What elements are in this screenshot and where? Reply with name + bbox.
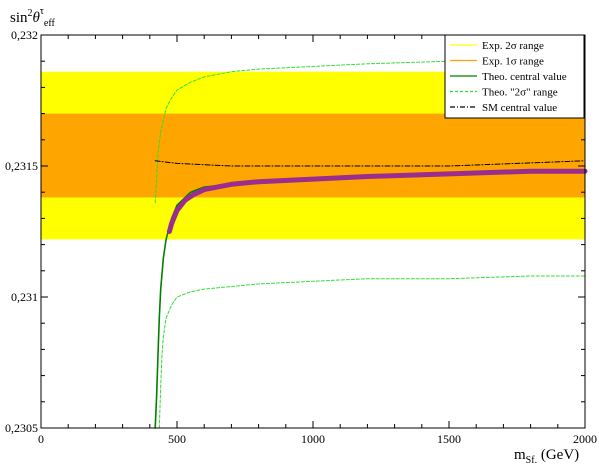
series-line-3 <box>158 275 586 429</box>
x-axis-label: mSf. (GeV) <box>514 447 579 466</box>
y-tick-label: 0,2315 <box>5 159 38 173</box>
legend: Exp. 2σ range Exp. 1σ range Theo. central … <box>444 34 585 119</box>
x-tick-label: 500 <box>168 432 186 446</box>
series-line-2 <box>154 58 586 204</box>
x-tick-label: 2000 <box>573 432 597 446</box>
x-tick-label: 1000 <box>301 432 325 446</box>
legend-label: Exp. 1σ range <box>482 56 544 68</box>
x-tick-label: 1500 <box>437 432 461 446</box>
legend-label: Exp. 2σ range <box>482 40 544 52</box>
y-axis-label: sin2θτeff <box>10 6 56 29</box>
ticks-layer: 0 500 1000 1500 2000 0,2305 0,231 0,2315 0,232 <box>5 28 597 446</box>
legend-label: Theo. central value <box>482 71 567 83</box>
y-tick-label: 0,232 <box>11 28 38 42</box>
series-line-1 <box>166 168 588 234</box>
legend-label: SM central value <box>482 102 557 114</box>
y-tick-label: 0,2305 <box>5 421 38 435</box>
x-tick-label: 0 <box>38 432 44 446</box>
series-layer <box>154 58 588 429</box>
series-line-4 <box>154 160 586 167</box>
y-tick-label: 0,231 <box>11 290 38 304</box>
band-exp-1sigma <box>41 113 585 198</box>
legend-label: Theo. "2σ" range <box>482 87 558 99</box>
